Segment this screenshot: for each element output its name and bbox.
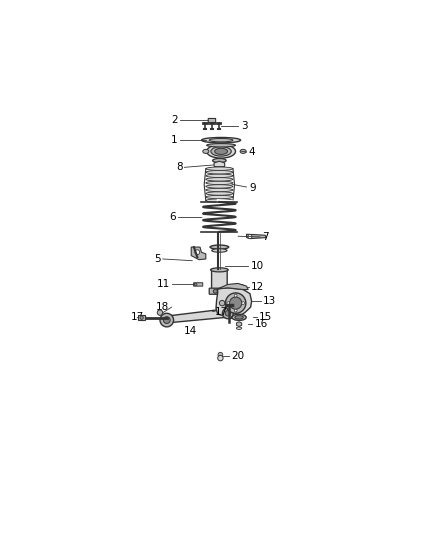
- Circle shape: [248, 235, 252, 239]
- Text: 18: 18: [156, 302, 170, 312]
- Ellipse shape: [206, 199, 233, 203]
- Text: 19: 19: [226, 299, 239, 309]
- Circle shape: [219, 301, 225, 306]
- Text: 7: 7: [262, 232, 269, 242]
- Text: 4: 4: [249, 147, 255, 157]
- Polygon shape: [218, 284, 248, 289]
- Circle shape: [195, 250, 200, 255]
- Text: 13: 13: [263, 296, 276, 306]
- Ellipse shape: [201, 138, 240, 143]
- Polygon shape: [247, 234, 266, 239]
- Circle shape: [194, 283, 197, 286]
- Circle shape: [222, 289, 226, 293]
- Ellipse shape: [212, 158, 226, 163]
- FancyBboxPatch shape: [209, 288, 230, 294]
- Ellipse shape: [235, 316, 244, 319]
- Circle shape: [225, 311, 230, 316]
- Text: 16: 16: [254, 319, 268, 329]
- Circle shape: [234, 294, 237, 297]
- Ellipse shape: [206, 171, 233, 174]
- Text: 3: 3: [241, 121, 247, 131]
- Text: 6: 6: [170, 212, 176, 222]
- Circle shape: [242, 302, 244, 304]
- Circle shape: [226, 293, 246, 313]
- Circle shape: [234, 309, 237, 312]
- Circle shape: [163, 317, 170, 324]
- Ellipse shape: [232, 314, 246, 320]
- Text: 11: 11: [157, 279, 170, 289]
- Ellipse shape: [214, 167, 225, 169]
- Ellipse shape: [206, 192, 233, 195]
- Text: 17: 17: [131, 312, 144, 322]
- Text: 15: 15: [259, 312, 272, 322]
- Polygon shape: [214, 161, 225, 168]
- Ellipse shape: [237, 327, 242, 329]
- Circle shape: [227, 302, 230, 304]
- Circle shape: [160, 313, 173, 327]
- Ellipse shape: [211, 268, 228, 272]
- Ellipse shape: [206, 196, 233, 199]
- FancyBboxPatch shape: [208, 118, 215, 123]
- Polygon shape: [162, 309, 235, 324]
- Text: 8: 8: [176, 163, 183, 172]
- Circle shape: [213, 289, 217, 293]
- Ellipse shape: [210, 245, 229, 249]
- Ellipse shape: [207, 144, 236, 158]
- Text: 2: 2: [171, 116, 178, 125]
- Circle shape: [218, 352, 223, 357]
- Text: 14: 14: [184, 326, 197, 336]
- Circle shape: [157, 310, 162, 316]
- FancyBboxPatch shape: [212, 269, 227, 291]
- Ellipse shape: [206, 188, 233, 192]
- Text: 20: 20: [231, 351, 244, 361]
- Ellipse shape: [203, 149, 209, 154]
- Ellipse shape: [206, 174, 233, 177]
- Ellipse shape: [206, 181, 233, 184]
- Text: 17: 17: [215, 306, 228, 317]
- Polygon shape: [138, 315, 145, 320]
- Ellipse shape: [240, 149, 246, 154]
- Ellipse shape: [207, 143, 236, 147]
- Polygon shape: [237, 322, 242, 327]
- Circle shape: [140, 316, 143, 319]
- Polygon shape: [191, 247, 206, 260]
- Text: 9: 9: [249, 183, 255, 193]
- Ellipse shape: [206, 167, 233, 171]
- Circle shape: [218, 356, 223, 361]
- Ellipse shape: [215, 148, 227, 155]
- Ellipse shape: [212, 249, 227, 252]
- Text: 10: 10: [251, 261, 264, 271]
- Text: 12: 12: [251, 282, 264, 292]
- Ellipse shape: [206, 185, 233, 188]
- Ellipse shape: [209, 139, 233, 142]
- Ellipse shape: [211, 147, 231, 156]
- Ellipse shape: [206, 177, 233, 181]
- Circle shape: [239, 285, 244, 289]
- Circle shape: [223, 308, 233, 319]
- Polygon shape: [216, 288, 251, 317]
- Circle shape: [230, 297, 242, 309]
- Text: 1: 1: [171, 135, 178, 145]
- Text: 5: 5: [154, 254, 161, 264]
- FancyBboxPatch shape: [194, 282, 203, 286]
